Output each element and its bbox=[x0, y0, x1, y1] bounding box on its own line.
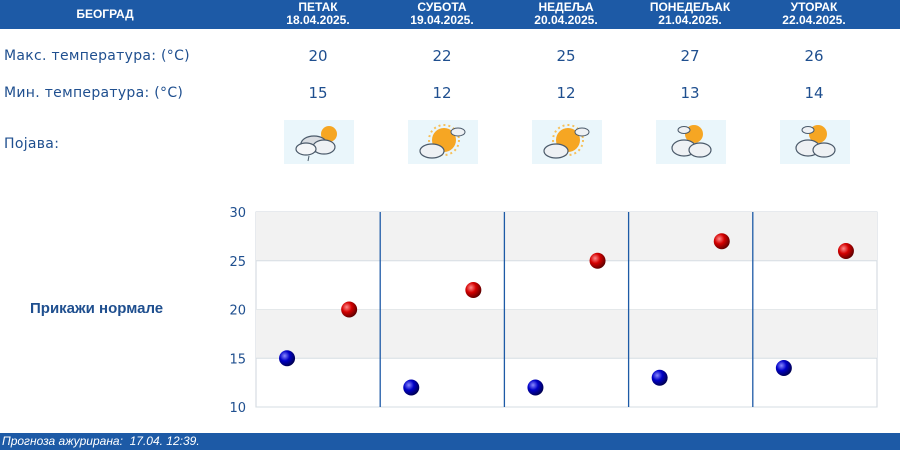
max-temp-point bbox=[713, 233, 730, 250]
day-date: 22.04.2025. bbox=[782, 13, 846, 27]
min-temp-day-3: 12 bbox=[556, 84, 576, 102]
partly-cloudy-drizzle-icon bbox=[284, 120, 354, 164]
day-header-3: НЕДЕЉА 20.04.2025. bbox=[504, 1, 628, 27]
day-name: ПЕТАК bbox=[298, 0, 338, 14]
day-name: УТОРАК bbox=[790, 0, 838, 14]
y-tick-label: 30 bbox=[229, 206, 246, 221]
phenomenon-label: Појава: bbox=[4, 136, 60, 152]
min-temp-point bbox=[279, 350, 296, 367]
min-temp-day-2: 12 bbox=[432, 84, 452, 102]
header-bar: БЕОГРАД ПЕТАК 18.04.2025. СУБОТА 19.04.2… bbox=[0, 0, 900, 29]
sun-behind-clouds-icon bbox=[532, 120, 602, 164]
day-header-5: УТОРАК 22.04.2025. bbox=[752, 1, 876, 27]
y-axis-ticks: 30 25 20 15 10 bbox=[229, 206, 246, 416]
min-temp-point bbox=[527, 379, 544, 396]
min-temp-day-4: 13 bbox=[680, 84, 700, 102]
update-label: Прогноза ажурирана: bbox=[2, 434, 123, 448]
day-header-1: ПЕТАК 18.04.2025. bbox=[256, 1, 380, 27]
day-date: 19.04.2025. bbox=[410, 13, 474, 27]
day-header-2: СУБОТА 19.04.2025. bbox=[380, 1, 504, 27]
y-tick-label: 25 bbox=[229, 255, 246, 270]
city-name: БЕОГРАД bbox=[76, 7, 134, 21]
max-temp-day-5: 26 bbox=[804, 47, 824, 65]
day-name: ПОНЕДЕЉАК bbox=[649, 0, 731, 14]
max-temp-day-1: 20 bbox=[308, 47, 328, 65]
min-temp-day-5: 14 bbox=[804, 84, 824, 102]
footer-bar: Прогноза ажурирана: 17.04. 12:39. bbox=[0, 433, 900, 450]
update-time: 17.04. 12:39. bbox=[129, 434, 200, 448]
day-separators bbox=[379, 212, 754, 407]
day-name: СУБОТА bbox=[417, 0, 467, 14]
day-name: НЕДЕЉА bbox=[538, 0, 594, 14]
grid-band bbox=[256, 309, 877, 359]
update-info: Прогноза ажурирана: 17.04. 12:39. bbox=[2, 434, 200, 448]
grid-band bbox=[256, 212, 877, 261]
max-temp-point bbox=[341, 301, 358, 318]
sun-behind-clouds-icon bbox=[408, 120, 478, 164]
min-temp-point bbox=[775, 360, 792, 376]
day-header-4: ПОНЕДЕЉАК 21.04.2025. bbox=[628, 1, 752, 27]
max-temp-day-4: 27 bbox=[680, 47, 700, 65]
day-date: 21.04.2025. bbox=[658, 13, 722, 27]
max-temp-point bbox=[589, 252, 606, 269]
min-temp-point bbox=[651, 369, 668, 386]
y-tick-label: 20 bbox=[229, 304, 246, 319]
day-date: 18.04.2025. bbox=[286, 13, 350, 27]
max-temp-point bbox=[837, 243, 854, 259]
min-temp-label: Мин. температура: (°C) bbox=[4, 85, 184, 101]
max-temp-day-3: 25 bbox=[556, 47, 576, 65]
chart-bands bbox=[255, 211, 878, 408]
y-tick-label: 15 bbox=[229, 352, 246, 367]
partly-sunny-clouds-icon bbox=[780, 120, 850, 164]
max-temp-point bbox=[465, 282, 482, 298]
partly-sunny-clouds-icon bbox=[656, 120, 726, 164]
show-normals-toggle[interactable]: Прикажи нормале bbox=[30, 300, 164, 317]
max-temp-label: Макс. температура: (°C) bbox=[4, 48, 190, 64]
min-temp-point bbox=[403, 379, 420, 396]
min-temp-day-1: 15 bbox=[308, 84, 328, 102]
temperature-chart: 30 25 20 15 10 bbox=[229, 206, 878, 416]
max-temp-day-2: 22 bbox=[432, 47, 452, 65]
day-date: 20.04.2025. bbox=[534, 13, 598, 27]
data-points bbox=[279, 233, 854, 396]
y-tick-label: 10 bbox=[229, 401, 246, 416]
